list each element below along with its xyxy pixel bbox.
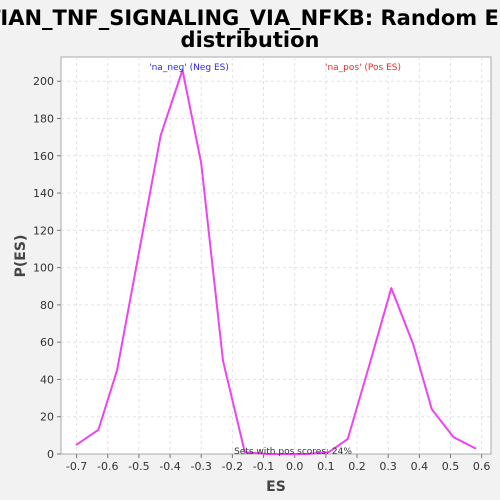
annotation-pos-es: 'na_pos' (Pos ES) <box>325 63 401 73</box>
data-point <box>430 408 433 411</box>
x-tick-label: 0.5 <box>442 460 460 473</box>
annotation-neg-es: 'na_neg' (Neg ES) <box>149 63 229 73</box>
y-tick-label: 100 <box>33 262 54 275</box>
data-point <box>390 287 393 290</box>
data-point <box>368 363 371 366</box>
x-axis-label: ES <box>266 479 286 495</box>
plot-area <box>60 56 492 455</box>
x-tick-label: 0.0 <box>286 460 304 473</box>
data-point <box>412 343 415 345</box>
data-point <box>452 436 455 439</box>
x-tick-label: -0.1 <box>253 460 274 473</box>
data-point <box>474 447 477 450</box>
y-tick-label: 140 <box>33 187 54 200</box>
chart-title-line2: distribution <box>181 28 320 52</box>
x-axis-ticks: -0.7 -0.6 -0.5 -0.4 -0.3 -0.2 -0.1 0.0 0.1 0.2 0.3… <box>66 454 491 473</box>
distribution-line <box>76 69 476 455</box>
x-tick-label: 0.3 <box>379 460 397 473</box>
data-point <box>75 443 78 446</box>
y-axis-label: P(ES) <box>13 235 29 278</box>
data-point <box>181 69 184 71</box>
y-tick-label: 0 <box>47 448 54 461</box>
x-tick-label: -0.2 <box>222 460 243 473</box>
x-tick-label: 0.6 <box>473 460 491 473</box>
series-layer <box>75 69 477 455</box>
data-point <box>97 428 100 431</box>
x-tick-label: 0.4 <box>411 460 429 473</box>
data-point <box>328 451 330 454</box>
y-tick-label: 180 <box>33 113 54 126</box>
y-tick-label: 80 <box>40 299 54 312</box>
y-tick-label: 200 <box>33 75 54 88</box>
data-point <box>200 162 203 165</box>
y-tick-label: 120 <box>33 224 54 237</box>
y-tick-label: 20 <box>40 411 54 424</box>
chart-title-line1: TIAN_TNF_SIGNALING_VIA_NFKB: Random ES <box>0 6 500 30</box>
data-point <box>137 251 140 254</box>
data-point <box>243 451 246 454</box>
data-point <box>346 438 349 440</box>
data-point <box>306 453 309 455</box>
data-point <box>159 134 162 137</box>
x-tick-label: -0.6 <box>97 460 118 473</box>
y-tick-label: 160 <box>33 150 54 163</box>
data-point <box>265 453 268 455</box>
x-tick-label: 0.1 <box>317 460 335 473</box>
x-tick-label: -0.5 <box>128 460 149 473</box>
y-axis-ticks: 0 20 40 60 80 100 120 140 160 180 200 <box>33 75 61 461</box>
data-point <box>284 453 287 455</box>
data-point <box>222 359 224 362</box>
x-tick-label: -0.7 <box>66 460 87 473</box>
x-tick-label: -0.3 <box>190 460 211 473</box>
data-point <box>116 369 118 372</box>
y-tick-label: 40 <box>40 373 54 386</box>
y-tick-label: 60 <box>40 336 54 349</box>
annotation-pos-score-percent: Sets with pos scores: 24% <box>234 447 352 457</box>
x-tick-label: 0.2 <box>348 460 366 473</box>
x-tick-label: -0.4 <box>159 460 180 473</box>
